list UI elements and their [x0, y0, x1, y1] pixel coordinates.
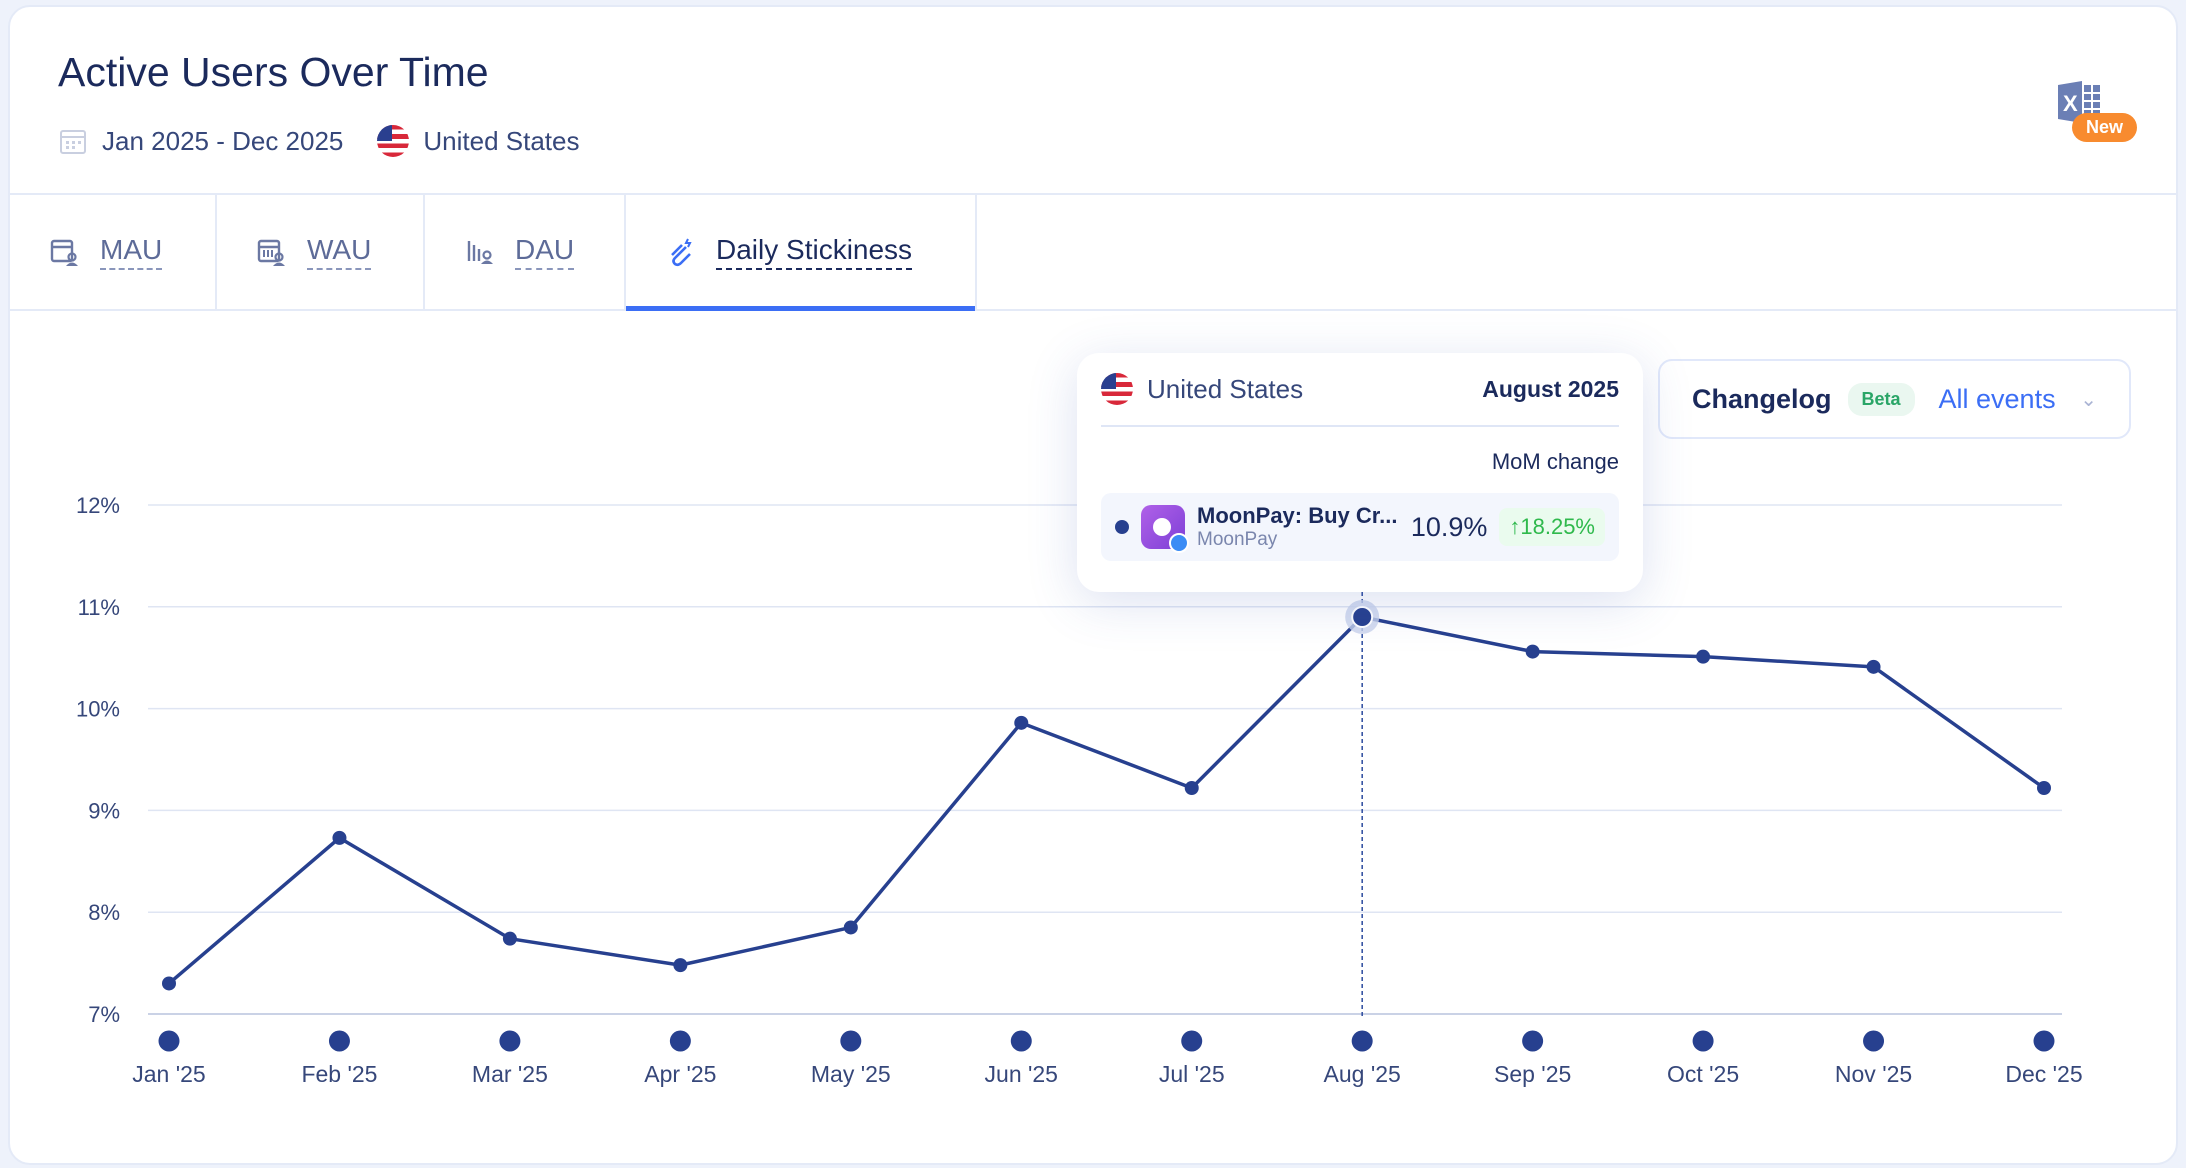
tab-label: MAU	[100, 234, 163, 270]
changelog-event-dot	[669, 1030, 691, 1052]
tab-dau[interactable]: DAU	[425, 195, 626, 309]
tooltip-value: 10.9%	[1410, 511, 1488, 542]
y-tick-label: 11%	[78, 595, 120, 620]
excel-export-button[interactable]: X New	[2056, 79, 2146, 143]
us-flag-icon	[377, 125, 410, 157]
x-tick-label: Sep '25	[1494, 1061, 1571, 1087]
page-title: Active Users Over Time	[58, 49, 489, 95]
data-point	[162, 976, 176, 991]
changelog-event-dot	[1863, 1030, 1885, 1052]
x-tick-label: Mar '25	[472, 1061, 548, 1087]
excel-icon: X	[2058, 81, 2100, 123]
x-tick-label: Nov '25	[1835, 1061, 1912, 1087]
data-point	[1351, 605, 1374, 628]
series-line	[167, 615, 2046, 985]
beta-badge: Beta	[1847, 382, 1915, 416]
data-point	[502, 931, 517, 946]
data-point	[673, 958, 688, 973]
tab-mau[interactable]: MAU	[10, 195, 217, 309]
app-name: MoonPay: Buy Cr...	[1197, 503, 1398, 528]
date-range[interactable]: Jan 2025 - Dec 2025	[102, 125, 344, 156]
changelog-event-dot	[840, 1030, 862, 1052]
tooltip-country: United States	[1147, 373, 1304, 404]
changelog-event-dot	[2033, 1030, 2055, 1052]
calendar-icon	[60, 130, 86, 154]
y-tick-label: 7%	[88, 1002, 120, 1027]
changelog-event-dot	[158, 1030, 180, 1052]
calendar-week-user-icon	[257, 239, 285, 266]
changelog-event-dot	[328, 1030, 350, 1052]
chart-tooltip: United States August 2025 MoM change Moo…	[1077, 353, 1643, 592]
series-dot	[1115, 520, 1129, 534]
x-tick-label: Jan '25	[132, 1061, 205, 1087]
data-point	[1525, 644, 1540, 659]
x-tick-label: Oct '25	[1667, 1061, 1739, 1087]
data-point	[1696, 649, 1711, 664]
x-tick-label: Aug '25	[1324, 1061, 1401, 1087]
changelog-event-dot	[1181, 1030, 1203, 1052]
bar-user-icon	[467, 241, 493, 264]
x-tick-label: Dec '25	[2005, 1061, 2082, 1087]
x-tick-label: Jun '25	[985, 1061, 1058, 1087]
magnet-icon	[671, 238, 692, 267]
changelog-event-dot	[499, 1030, 521, 1052]
tooltip-row: MoonPay: Buy Cr... MoonPay 10.9% ↑18.25%	[1101, 493, 1619, 561]
changelog-event-dot	[1522, 1030, 1544, 1052]
changelog-event-dot	[1010, 1030, 1032, 1052]
us-flag-icon	[1101, 373, 1133, 405]
calendar-user-icon	[50, 239, 78, 266]
changelog-selector[interactable]: Changelog Beta All events ⌄	[1658, 359, 2131, 439]
data-point	[1866, 659, 1881, 674]
y-tick-label: 10%	[76, 697, 120, 722]
country[interactable]: United States	[423, 125, 580, 156]
data-point	[843, 920, 858, 935]
active-users-card: Active Users Over Time Jan 2025 - Dec 20…	[8, 5, 2178, 1165]
chevron-down-icon[interactable]: ⌄	[2080, 388, 2097, 411]
changelog-event-dot	[1351, 1030, 1373, 1052]
changelog-label: Changelog	[1692, 383, 1832, 414]
x-tick-label: Feb '25	[301, 1061, 377, 1087]
tooltip-column-header: MoM change	[1491, 449, 1619, 474]
svg-text:X: X	[2063, 91, 2078, 116]
divider	[10, 193, 2176, 195]
moonpay-app-icon	[1141, 505, 1189, 553]
changelog-event-dot	[1692, 1030, 1714, 1052]
new-badge: New	[2072, 113, 2138, 142]
events-filter[interactable]: All events	[1938, 383, 2056, 414]
data-point	[2037, 781, 2051, 796]
tab-label: Daily Stickiness	[716, 234, 913, 270]
x-tick-label: May '25	[811, 1061, 891, 1087]
x-tick-label: Apr '25	[644, 1061, 716, 1087]
data-point	[1184, 781, 1199, 796]
data-point	[1014, 715, 1029, 730]
filters-summary: Jan 2025 - Dec 2025 United States	[58, 125, 579, 157]
app-developer: MoonPay	[1197, 529, 1278, 550]
y-tick-label: 9%	[88, 798, 120, 823]
tab-wau[interactable]: WAU	[217, 195, 425, 309]
x-tick-label: Jul '25	[1159, 1061, 1225, 1087]
stickiness-line-chart: 7% 8% 9% 10% 11% 12% Jan '25 Feb '25 Mar '25 Apr …	[76, 493, 2083, 1087]
tooltip-date: August 2025	[1482, 375, 1619, 402]
mom-change: ↑18.25%	[1499, 508, 1605, 546]
tab-daily-stickiness[interactable]: Daily Stickiness	[626, 195, 977, 311]
tab-label: WAU	[307, 234, 372, 270]
y-tick-label: 12%	[76, 493, 120, 518]
metric-tabs: MAU WAU DAU Daily Stickiness	[10, 195, 2176, 311]
data-point	[332, 830, 347, 845]
y-tick-label: 8%	[88, 900, 120, 925]
tab-label: DAU	[515, 234, 575, 270]
